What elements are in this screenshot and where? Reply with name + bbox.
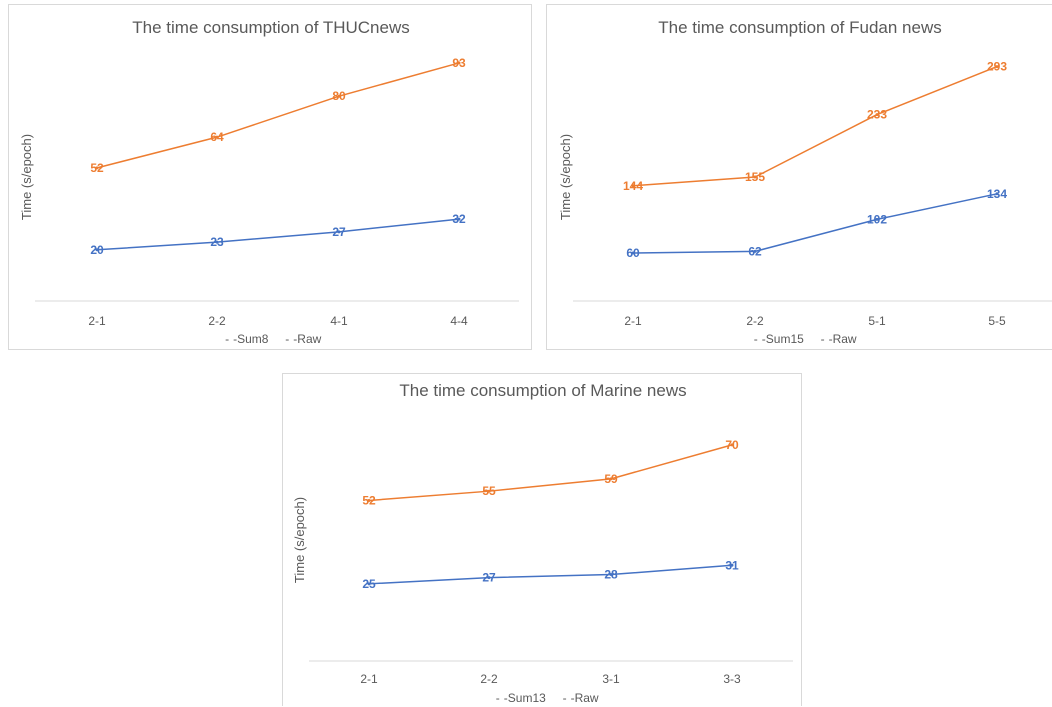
legend-marker: - [563,691,567,705]
data-label: 93 [452,56,466,70]
data-label: 62 [748,244,762,258]
legend-marker: - [285,332,289,346]
legend-label: -Sum13 [504,691,546,705]
legend-label: -Raw [293,332,321,346]
legend-entry: - -Sum8 [225,332,269,346]
y-axis-label: Time (s/epoch) [558,134,573,220]
data-label: 70 [725,438,739,452]
data-point [875,217,879,221]
series-line-sum13 [368,564,733,585]
data-label: 155 [745,170,765,184]
data-point [631,184,635,188]
data-label: 27 [332,225,346,239]
data-point [487,576,491,580]
x-tick-label: 3-3 [723,672,741,686]
chart-marine-news-svg: The time consumption of Marine news Time … [292,381,793,705]
data-label: 293 [987,60,1007,74]
data-point [457,217,461,221]
series-line-raw [632,65,998,187]
x-tick-label: 4-1 [330,314,348,328]
data-label: 64 [210,130,224,144]
x-tick-label: 2-2 [746,314,764,328]
legend-marker: - [754,332,758,346]
data-point [609,573,613,577]
data-point [995,65,999,69]
data-point [753,175,757,179]
data-label: 31 [725,558,739,572]
data-point [995,192,999,196]
data-label: 25 [362,577,376,591]
data-label: 233 [867,108,887,122]
data-label: 20 [90,243,104,257]
series-line-raw [368,444,733,502]
data-point [730,563,734,567]
data-label: 27 [482,571,496,585]
data-point [95,248,99,252]
legend-entry: - -Raw [821,332,857,346]
data-point [753,249,757,253]
data-label: 52 [362,493,376,507]
x-tick-label: 2-2 [480,672,498,686]
data-point [337,94,341,98]
data-point [95,166,99,170]
data-point [367,498,371,502]
chart-fudan-news: The time consumption of Fudan news Time (… [546,4,1052,350]
data-point [875,113,879,117]
legend-marker: - [225,332,229,346]
x-tick-label: 2-1 [360,672,378,686]
legend-label: -Sum15 [762,332,804,346]
data-label: 28 [604,568,618,582]
legend-label: -Raw [829,332,857,346]
legend-entry: - -Raw [563,691,599,705]
data-label: 52 [90,161,104,175]
data-point [215,135,219,139]
x-tick-label: 2-1 [624,314,642,328]
chart-title: The time consumption of THUCnews [132,18,409,37]
chart-title: The time consumption of Marine news [399,381,686,400]
data-label: 23 [210,235,224,249]
data-label: 134 [987,187,1007,201]
series-line-sum15 [632,193,998,254]
legend-entry: - -Sum15 [754,332,804,346]
data-point [609,477,613,481]
data-label: 102 [867,212,887,226]
x-tick-label: 2-2 [208,314,226,328]
x-tick-label: 4-4 [450,314,468,328]
series-line-sum8 [96,218,460,251]
x-tick-label: 5-1 [868,314,886,328]
data-point [487,489,491,493]
data-label: 32 [452,212,466,226]
legend-entry: - -Raw [285,332,321,346]
chart-marine-news: The time consumption of Marine news Time … [282,373,802,706]
data-point [337,230,341,234]
data-label: 55 [482,484,496,498]
x-tick-label: 2-1 [88,314,106,328]
series-line-raw [96,62,460,169]
chart-fudan-news-svg: The time consumption of Fudan news Time (… [558,18,1052,346]
legend-marker: - [821,332,825,346]
x-tick-label: 3-1 [602,672,620,686]
legend-marker: - [496,691,500,705]
data-label: 60 [626,246,640,260]
data-point [631,251,635,255]
y-axis-label: Time (s/epoch) [19,134,34,220]
data-label: 80 [332,89,346,103]
data-point [457,61,461,65]
chart-thucnews-svg: The time consumption of THUCnews Time (s/… [19,18,519,346]
chart-thucnews: The time consumption of THUCnews Time (s/… [8,4,532,350]
data-label: 144 [623,179,643,193]
legend-label: -Raw [571,691,599,705]
legend-label: -Sum8 [233,332,269,346]
data-point [215,240,219,244]
y-axis-label: Time (s/epoch) [292,497,307,583]
data-label: 59 [604,472,618,486]
legend-entry: - -Sum13 [496,691,546,705]
x-tick-label: 5-5 [988,314,1006,328]
data-point [367,582,371,586]
chart-title: The time consumption of Fudan news [658,18,941,37]
data-point [730,443,734,447]
